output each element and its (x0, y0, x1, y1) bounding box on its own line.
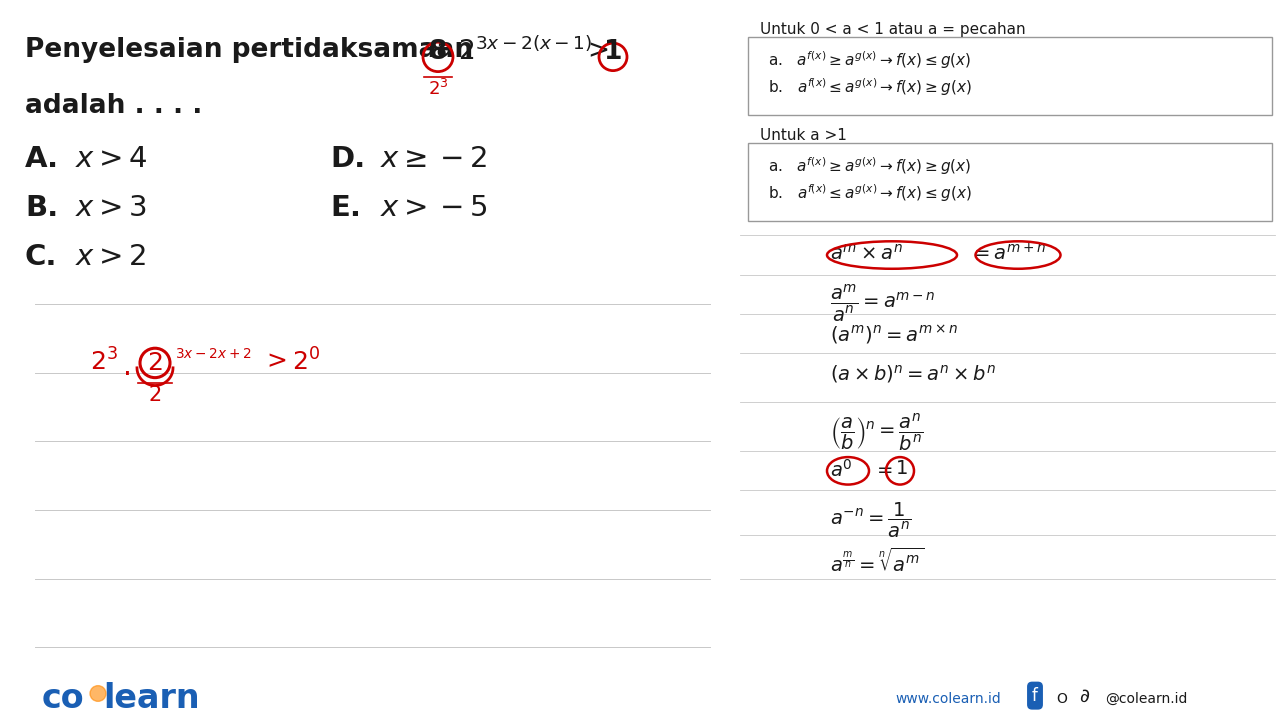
Text: $>$: $>$ (582, 37, 608, 63)
Text: f: f (1032, 687, 1038, 705)
Text: $x > -5$: $x > -5$ (380, 194, 488, 222)
Text: $\left(\dfrac{a}{b}\right)^n = \dfrac{a^n}{b^n}$: $\left(\dfrac{a}{b}\right)^n = \dfrac{a^… (829, 412, 924, 454)
Text: 8: 8 (429, 39, 447, 66)
Circle shape (90, 685, 106, 701)
Text: adalah . . . .: adalah . . . . (26, 93, 202, 120)
Text: co: co (42, 682, 84, 715)
Text: C.: C. (26, 243, 58, 271)
Text: $^{3x-2x+2}$: $^{3x-2x+2}$ (175, 348, 251, 367)
Text: $2^3$: $2^3$ (90, 348, 118, 375)
Text: $x \geq -2$: $x \geq -2$ (380, 145, 488, 174)
Text: Penyelesaian pertidaksamaan: Penyelesaian pertidaksamaan (26, 37, 474, 63)
FancyBboxPatch shape (748, 143, 1272, 221)
Text: $>$: $>$ (262, 348, 287, 372)
Text: $2^{3x-2(x-1)}$: $2^{3x-2(x-1)}$ (458, 37, 593, 66)
Text: $x > 4$: $x > 4$ (76, 145, 147, 174)
Text: a.   $a^{f(x)} \geq a^{g(x)} \rightarrow f(x) \geq g(x)$: a. $a^{f(x)} \geq a^{g(x)} \rightarrow f… (768, 155, 972, 176)
Text: $a^{\frac{m}{n}} = \sqrt[n]{a^m}$: $a^{\frac{m}{n}} = \sqrt[n]{a^m}$ (829, 547, 924, 577)
Text: $x > 2$: $x > 2$ (76, 243, 146, 271)
Text: $x > 3$: $x > 3$ (76, 194, 147, 222)
Text: $a^m \times a^n$: $a^m \times a^n$ (829, 243, 904, 264)
Text: $1$: $1$ (895, 459, 908, 478)
Text: Untuk 0 < a < 1 atau a = pecahan: Untuk 0 < a < 1 atau a = pecahan (760, 22, 1025, 37)
Text: $a^{-n} = \dfrac{1}{a^n}$: $a^{-n} = \dfrac{1}{a^n}$ (829, 500, 911, 540)
Text: www.colearn.id: www.colearn.id (895, 691, 1001, 706)
Text: a.   $a^{f(x)} \geq a^{g(x)} \rightarrow f(x) \leq g(x)$: a. $a^{f(x)} \geq a^{g(x)} \rightarrow f… (768, 49, 972, 71)
Text: b.   $a^{f(x)} \leq a^{g(x)} \rightarrow f(x) \leq g(x)$: b. $a^{f(x)} \leq a^{g(x)} \rightarrow f… (768, 182, 972, 204)
Text: $a^0$: $a^0$ (829, 459, 852, 481)
Text: $2^0$: $2^0$ (292, 348, 320, 375)
Text: E.: E. (330, 194, 361, 222)
Text: 1: 1 (604, 39, 622, 66)
Text: $= a^{m+n}$: $= a^{m+n}$ (970, 243, 1047, 264)
Text: Untuk a >1: Untuk a >1 (760, 127, 847, 143)
Text: learn: learn (102, 682, 200, 715)
Text: $.$: $.$ (122, 353, 129, 381)
Text: A.: A. (26, 145, 59, 174)
Text: $(a^m)^n = a^{m \times n}$: $(a^m)^n = a^{m \times n}$ (829, 324, 957, 346)
Text: D.: D. (330, 145, 365, 174)
Text: $(a \times b)^n = a^n \times b^n$: $(a \times b)^n = a^n \times b^n$ (829, 363, 996, 385)
Text: $2$: $2$ (147, 351, 163, 375)
Text: $\partial$: $\partial$ (1079, 687, 1091, 706)
Text: $\dfrac{a^m}{a^n} = a^{m-n}$: $\dfrac{a^m}{a^n} = a^{m-n}$ (829, 282, 936, 324)
Text: $=$: $=$ (873, 459, 893, 478)
Text: $2$: $2$ (148, 385, 161, 405)
Text: b.   $a^{f(x)} \leq a^{g(x)} \rightarrow f(x) \geq g(x)$: b. $a^{f(x)} \leq a^{g(x)} \rightarrow f… (768, 76, 972, 98)
Text: @colearn.id: @colearn.id (1105, 691, 1188, 706)
Text: O: O (1056, 691, 1068, 706)
Text: $2^3$: $2^3$ (428, 78, 448, 99)
FancyBboxPatch shape (748, 37, 1272, 114)
Text: B.: B. (26, 194, 59, 222)
